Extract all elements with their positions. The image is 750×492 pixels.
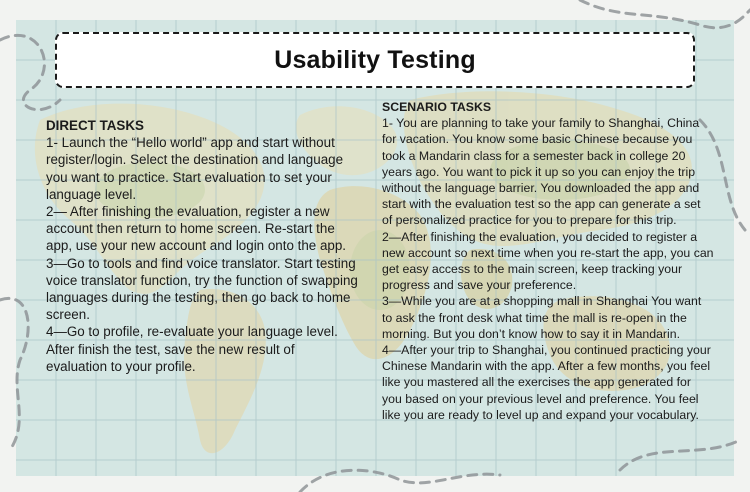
scenario-task-item: 2—After finishing the evaluation, you de…	[382, 229, 714, 293]
scenario-task-item: 4—After your trip to Shanghai, you conti…	[382, 343, 711, 422]
title-box: Usability Testing	[55, 32, 695, 88]
scenario-task-item: 3—While you are at a shopping mall in Sh…	[382, 294, 702, 341]
page-title: Usability Testing	[274, 45, 476, 74]
direct-task-item: 2— After finishing the evaluation, regis…	[46, 204, 347, 254]
scenario-tasks-column: SCENARIO TASKS 1- You are planning to ta…	[382, 99, 714, 423]
direct-tasks-heading: DIRECT TASKS	[46, 118, 144, 133]
direct-tasks-column: DIRECT TASKS 1- Launch the “Hello world”…	[46, 117, 358, 375]
direct-task-item: 1- Launch the “Hello world” app and star…	[46, 135, 344, 202]
scenario-tasks-heading: SCENARIO TASKS	[382, 100, 492, 114]
direct-task-item: 4—Go to profile, re-evaluate your langua…	[46, 324, 338, 374]
direct-task-item: 3—Go to tools and find voice translator.…	[46, 255, 358, 323]
scenario-task-item: 1- You are planning to take your family …	[382, 116, 701, 228]
